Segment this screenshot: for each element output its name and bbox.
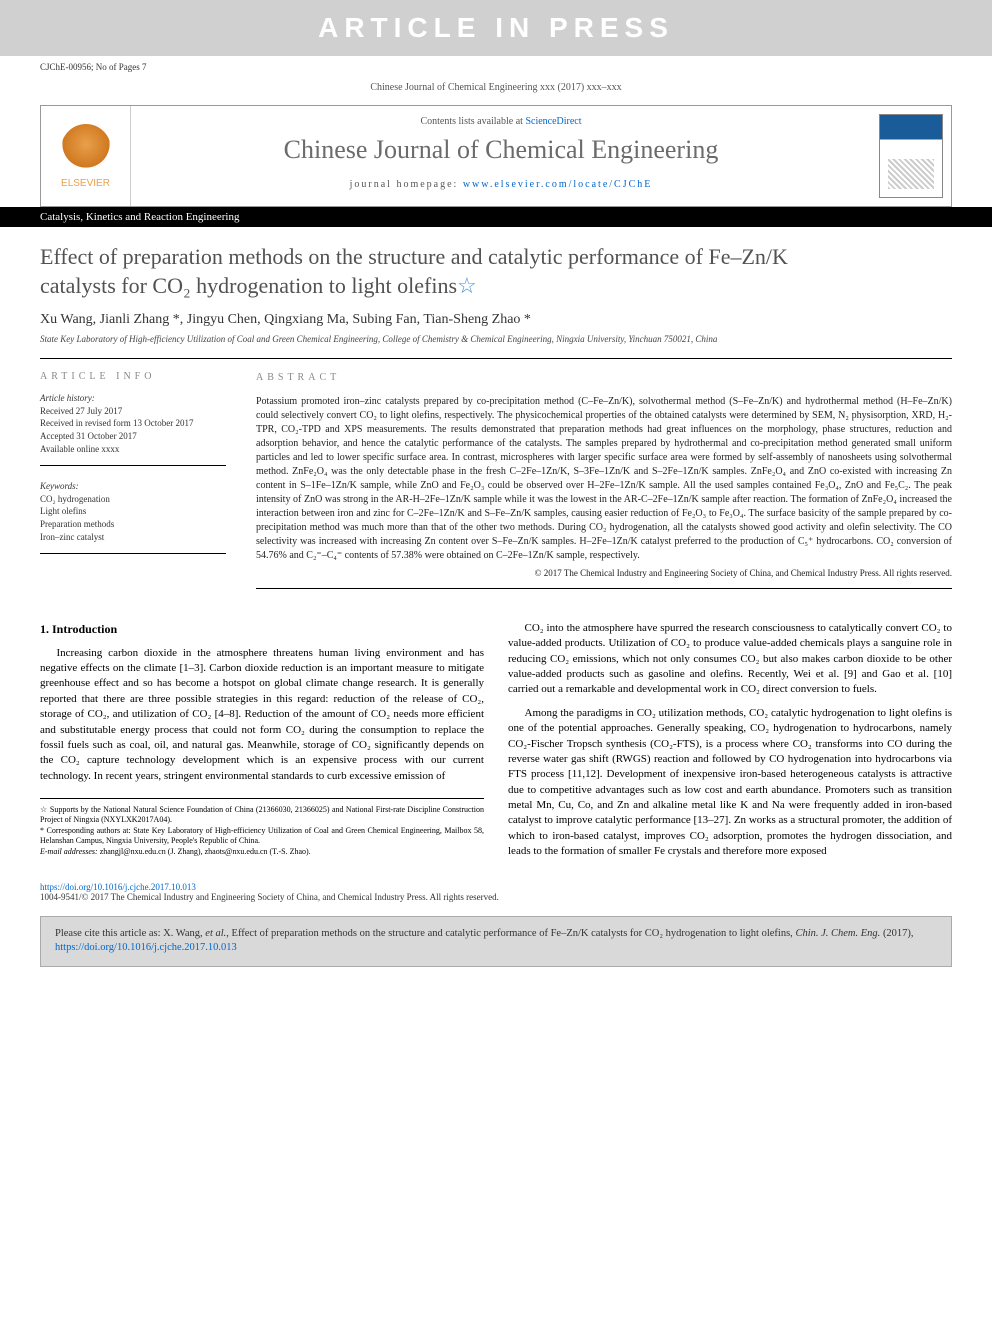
body-text-columns: 1. Introduction Increasing carbon dioxid… xyxy=(0,601,992,878)
cite-doi-link[interactable]: https://doi.org/10.1016/j.cjche.2017.10.… xyxy=(55,942,237,953)
article-history-block: Article history: Received 27 July 2017 R… xyxy=(40,392,226,466)
body-paragraph: CO₂ into the atmosphere have spurred the… xyxy=(508,621,952,698)
body-column-left: 1. Introduction Increasing carbon dioxid… xyxy=(40,621,484,868)
footnote-funding: ☆ Supports by the National Natural Scien… xyxy=(40,805,484,826)
abstract-copyright: © 2017 The Chemical Industry and Enginee… xyxy=(256,567,952,580)
footnote-emails: E-mail addresses: zhangjl@nxu.edu.cn (J.… xyxy=(40,847,484,857)
contents-available-line: Contents lists available at ScienceDirec… xyxy=(141,116,861,127)
abstract-column: ABSTRACT Potassium promoted iron–zinc ca… xyxy=(240,359,952,601)
keyword-item: Preparation methods xyxy=(40,518,226,531)
keyword-item: Iron–zinc catalyst xyxy=(40,531,226,544)
elsevier-tree-icon xyxy=(61,124,111,174)
category-bar: Catalysis, Kinetics and Reaction Enginee… xyxy=(0,207,992,227)
abstract-text: Potassium promoted iron–zinc catalysts p… xyxy=(256,395,952,589)
journal-reference: Chinese Journal of Chemical Engineering … xyxy=(0,78,992,105)
keyword-item: Light olefins xyxy=(40,505,226,518)
email-label: E-mail addresses: xyxy=(40,847,100,856)
email-addresses: zhangjl@nxu.edu.cn (J. Zhang), zhaots@nx… xyxy=(100,847,311,856)
journal-homepage-link[interactable]: www.elsevier.com/locate/CJChE xyxy=(463,179,653,190)
body-paragraph: Increasing carbon dioxide in the atmosph… xyxy=(40,646,484,785)
journal-homepage-line: journal homepage: www.elsevier.com/locat… xyxy=(141,179,861,190)
doi-block: https://doi.org/10.1016/j.cjche.2017.10.… xyxy=(0,878,992,906)
sciencedirect-link[interactable]: ScienceDirect xyxy=(525,116,581,127)
citation-box: Please cite this article as: X. Wang, et… xyxy=(40,916,952,967)
journal-center: Contents lists available at ScienceDirec… xyxy=(131,106,871,206)
abstract-heading: ABSTRACT xyxy=(256,371,952,385)
title-footnote-star: ☆ xyxy=(457,273,477,298)
keywords-label: Keywords: xyxy=(40,480,226,493)
author-list: Xu Wang, Jianli Zhang *, Jingyu Chen, Qi… xyxy=(40,312,952,328)
cite-year: (2017), xyxy=(880,928,913,939)
contents-prefix: Contents lists available at xyxy=(420,116,525,127)
title-line-2: catalysts for CO₂ hydrogenation to light… xyxy=(40,273,457,298)
affiliation: State Key Laboratory of High-efficiency … xyxy=(40,334,952,344)
cite-mid: , Effect of preparation methods on the s… xyxy=(226,928,795,939)
doi-link[interactable]: https://doi.org/10.1016/j.cjche.2017.10.… xyxy=(40,882,196,892)
elsevier-label: ELSEVIER xyxy=(61,178,110,189)
issn-copyright-line: 1004-9541/© 2017 The Chemical Industry a… xyxy=(40,892,499,902)
introduction-heading: 1. Introduction xyxy=(40,621,484,638)
keyword-item: CO₂ hydrogenation xyxy=(40,493,226,506)
homepage-prefix: journal homepage: xyxy=(350,179,463,190)
footnote-corresponding: * Corresponding authors at: State Key La… xyxy=(40,826,484,847)
article-in-press-banner: ARTICLE IN PRESS xyxy=(0,0,992,56)
footnotes-block: ☆ Supports by the National Natural Scien… xyxy=(40,798,484,857)
cite-journal: Chin. J. Chem. Eng. xyxy=(795,928,880,939)
journal-name: Chinese Journal of Chemical Engineering xyxy=(141,135,861,165)
body-column-right: CO₂ into the atmosphere have spurred the… xyxy=(508,621,952,868)
journal-cover[interactable] xyxy=(871,106,951,206)
abstract-body: Potassium promoted iron–zinc catalysts p… xyxy=(256,396,952,561)
article-info-sidebar: ARTICLE INFO Article history: Received 2… xyxy=(40,359,240,601)
cite-prefix: Please cite this article as: X. Wang, xyxy=(55,928,205,939)
header-meta-row: CJChE-00956; No of Pages 7 xyxy=(0,56,992,78)
cite-etal: et al. xyxy=(205,928,226,939)
journal-masthead: ELSEVIER Contents lists available at Sci… xyxy=(40,105,952,207)
journal-cover-thumbnail xyxy=(879,114,943,198)
article-info-heading: ARTICLE INFO xyxy=(40,371,226,382)
history-item: Received in revised form 13 October 2017 xyxy=(40,417,226,430)
article-id: CJChE-00956; No of Pages 7 xyxy=(40,62,147,72)
body-paragraph: Among the paradigms in CO₂ utilization m… xyxy=(508,706,952,860)
article-title: Effect of preparation methods on the str… xyxy=(40,243,952,300)
elsevier-logo[interactable]: ELSEVIER xyxy=(41,106,131,206)
history-item: Available online xxxx xyxy=(40,443,226,456)
history-item: Accepted 31 October 2017 xyxy=(40,430,226,443)
history-label: Article history: xyxy=(40,392,226,405)
keywords-block: Keywords: CO₂ hydrogenation Light olefin… xyxy=(40,480,226,554)
history-item: Received 27 July 2017 xyxy=(40,405,226,418)
title-line-1: Effect of preparation methods on the str… xyxy=(40,244,788,269)
